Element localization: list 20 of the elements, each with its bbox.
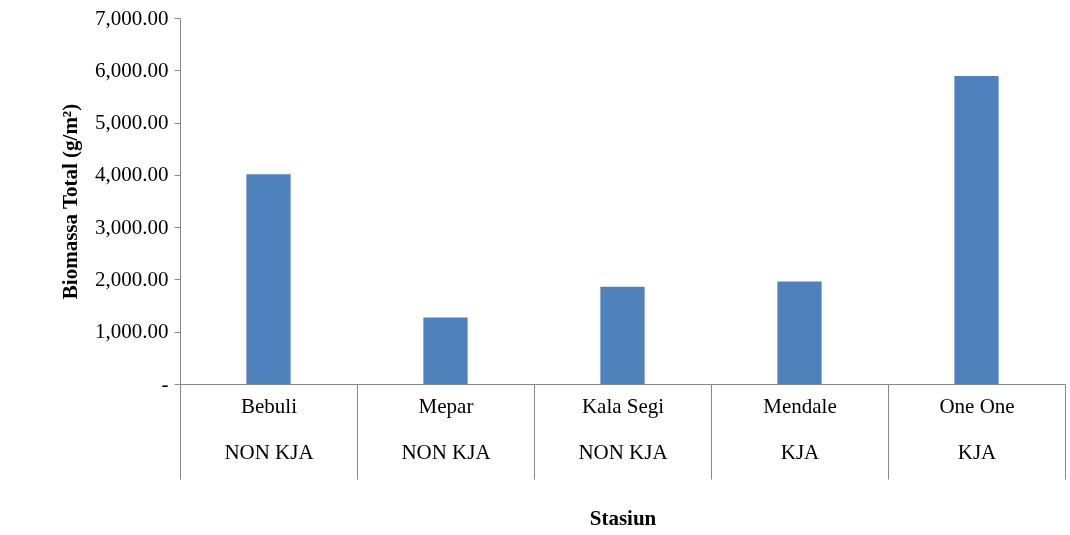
x-tick-label: Bebuli NON KJA [224,393,315,464]
y-tick-label: 6,000.00 [95,57,169,82]
bar [423,317,468,384]
bar [246,174,291,384]
x-tick-label: Mepar NON KJA [401,393,492,464]
y-axis-title: Biomassa Total (g/m²) [58,103,82,300]
y-tick-label: 2,000.00 [95,266,169,291]
y-tick-label: 1,000.00 [95,319,169,344]
y-tick-label: 5,000.00 [95,110,169,135]
y-tick-label: 4,000.00 [95,162,169,187]
y-tick-label: - [161,371,169,396]
x-axis-title: Stasiun [589,506,657,530]
y-tick-label: 7,000.00 [95,5,169,30]
x-tick-label: One One KJA [939,393,1015,464]
bar [777,281,822,384]
bar [954,76,999,384]
bar [600,286,645,384]
y-tick-label: 3,000.00 [95,214,169,239]
x-tick-label: Kala Segi NON KJA [578,393,669,464]
x-tick-label: Mendale KJA [763,393,837,464]
